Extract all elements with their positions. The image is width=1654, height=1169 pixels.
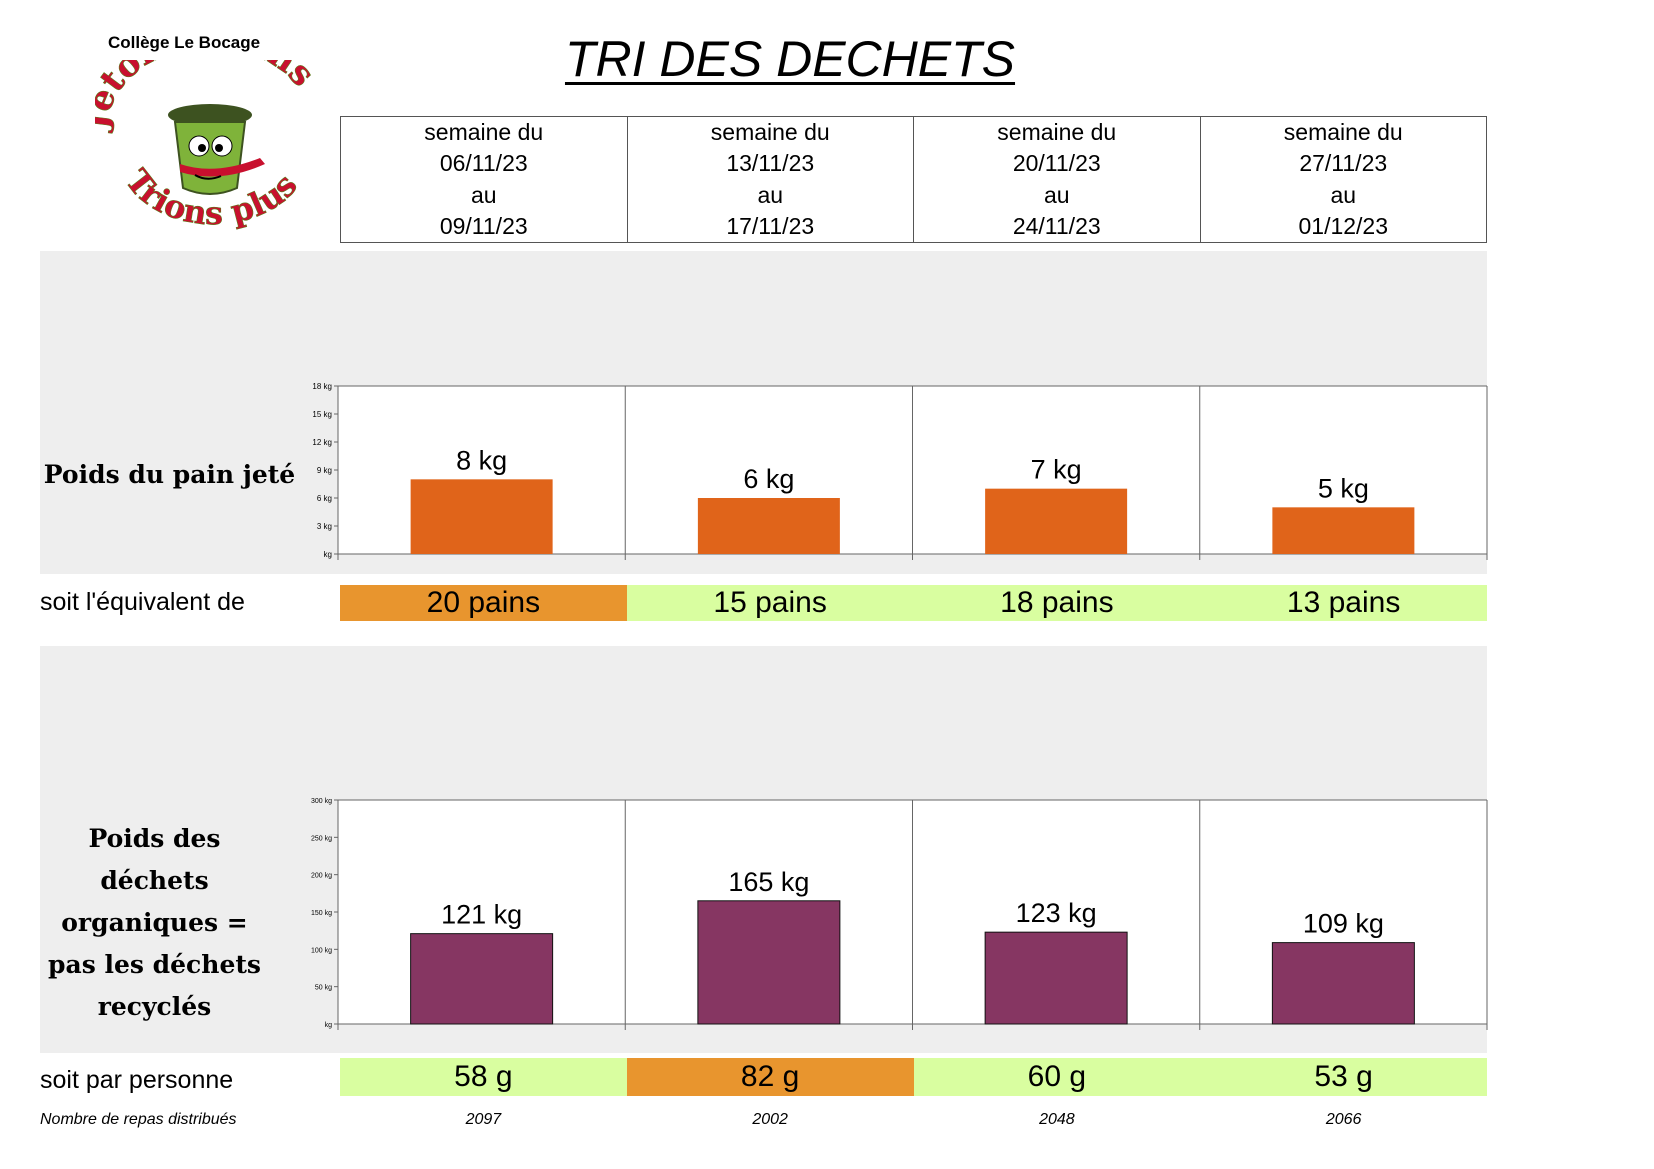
organic-y-tick-label: kg bbox=[325, 1022, 333, 1029]
week-end: 24/11/23 bbox=[1012, 213, 1101, 239]
organic-data-label: 123 kg bbox=[1016, 898, 1097, 928]
week-line3: au bbox=[1330, 181, 1357, 208]
week-start: 27/11/23 bbox=[1299, 150, 1388, 176]
organic-y-tick-label: 100 kg bbox=[311, 947, 332, 954]
week-cell: semaine du 06/11/23 au 09/11/23 bbox=[341, 117, 628, 242]
organic-y-tick-label: 200 kg bbox=[311, 873, 332, 880]
organic-title-line: pas les déchets bbox=[48, 950, 261, 979]
per-person-cell: 58 g bbox=[340, 1058, 627, 1096]
bread-equivalent-cell: 15 pains bbox=[626, 585, 914, 621]
organic-bar bbox=[410, 933, 554, 1025]
week-line1: semaine du bbox=[1283, 118, 1403, 145]
bread-data-label: 6 kg bbox=[743, 464, 794, 494]
week-cell: semaine du 20/11/23 au 24/11/23 bbox=[914, 117, 1201, 242]
week-end: 01/12/23 bbox=[1298, 213, 1389, 239]
bread-data-label: 5 kg bbox=[1318, 473, 1369, 503]
week-line3: au bbox=[757, 181, 784, 208]
week-start: 20/11/23 bbox=[1012, 150, 1101, 176]
organic-bar bbox=[697, 900, 841, 1025]
organic-title-line: recyclés bbox=[97, 992, 212, 1021]
weeks-header: semaine du 06/11/23 au 09/11/23 semaine … bbox=[340, 116, 1487, 243]
organic-y-tick-label: 250 kg bbox=[311, 835, 332, 842]
meals-count: 2097 bbox=[465, 1111, 502, 1128]
organic-y-tick-label: 150 kg bbox=[311, 910, 332, 917]
organic-data-label: 121 kg bbox=[441, 900, 522, 930]
bread-bar bbox=[985, 488, 1128, 554]
organic-chart-title: Poids des déchets organiques = pas les d… bbox=[42, 818, 267, 1028]
organic-bar bbox=[1271, 942, 1415, 1025]
week-cell: semaine du 13/11/23 au 17/11/23 bbox=[628, 117, 914, 242]
bread-equivalent-label: soit l'équivalent de bbox=[40, 588, 245, 616]
per-person-cell: 53 g bbox=[1200, 1058, 1487, 1096]
organic-y-tick-label: 300 kg bbox=[311, 798, 332, 805]
organic-bar bbox=[984, 931, 1128, 1025]
meals-label: Nombre de repas distribués bbox=[40, 1111, 237, 1128]
bread-data-label: 7 kg bbox=[1031, 455, 1082, 485]
bread-bar bbox=[410, 479, 553, 554]
bread-equivalent-row: 20 pains 15 pains 18 pains 13 pains bbox=[340, 585, 1487, 621]
bread-y-tick-label: 15 kg bbox=[312, 410, 332, 419]
bread-bar bbox=[1272, 507, 1415, 554]
week-line1: semaine du bbox=[424, 118, 544, 145]
week-line3: au bbox=[470, 181, 497, 208]
organic-data-label: 109 kg bbox=[1303, 909, 1384, 939]
bread-y-tick-label: 9 kg bbox=[317, 466, 332, 475]
week-end: 09/11/23 bbox=[439, 213, 528, 239]
organic-y-tick-label: 50 kg bbox=[315, 985, 332, 992]
page-title: TRI DES DECHETS bbox=[564, 31, 1016, 87]
bread-equivalent-cell: 13 pains bbox=[1200, 585, 1487, 621]
bread-bar bbox=[697, 498, 840, 554]
week-line1: semaine du bbox=[710, 118, 830, 145]
week-cell: semaine du 27/11/23 au 01/12/23 bbox=[1201, 117, 1487, 242]
organic-title-line: Poids des bbox=[88, 824, 221, 853]
per-person-cell: 60 g bbox=[913, 1058, 1201, 1096]
organic-data-label: 165 kg bbox=[728, 867, 809, 897]
bread-y-tick-label: 6 kg bbox=[317, 494, 332, 503]
bread-y-tick-label: 18 kg bbox=[312, 382, 332, 391]
trash-can-mascot-icon bbox=[168, 104, 265, 195]
bread-y-tick-label: 3 kg bbox=[317, 522, 332, 531]
per-person-cell: 82 g bbox=[626, 1058, 914, 1096]
meals-count: 2048 bbox=[1039, 1111, 1075, 1128]
school-name: Collège Le Bocage bbox=[108, 33, 261, 52]
bread-y-tick-label: 12 kg bbox=[312, 438, 332, 447]
organic-title-line: déchets bbox=[100, 866, 209, 895]
per-person-label: soit par personne bbox=[40, 1066, 234, 1094]
meals-count: 2002 bbox=[752, 1111, 788, 1128]
bread-chart-title: Poids du pain jeté bbox=[43, 460, 296, 489]
meals-row: 2097 2002 2048 2066 bbox=[340, 1111, 1487, 1129]
bread-equivalent-cell: 18 pains bbox=[913, 585, 1201, 621]
logo: Jetons moins Trions plus bbox=[95, 60, 323, 233]
week-line1: semaine du bbox=[997, 118, 1117, 145]
per-person-row: 58 g 82 g 60 g 53 g bbox=[340, 1058, 1487, 1096]
bread-equivalent-cell: 20 pains bbox=[340, 585, 627, 621]
organic-title-line: organiques = bbox=[61, 908, 248, 937]
week-end: 17/11/23 bbox=[726, 213, 815, 239]
week-start: 06/11/23 bbox=[439, 150, 528, 176]
week-line3: au bbox=[1043, 181, 1070, 208]
bread-y-tick-label: kg bbox=[324, 550, 332, 559]
week-start: 13/11/23 bbox=[726, 150, 815, 176]
meals-count: 2066 bbox=[1325, 1111, 1362, 1128]
bread-data-label: 8 kg bbox=[456, 445, 507, 475]
